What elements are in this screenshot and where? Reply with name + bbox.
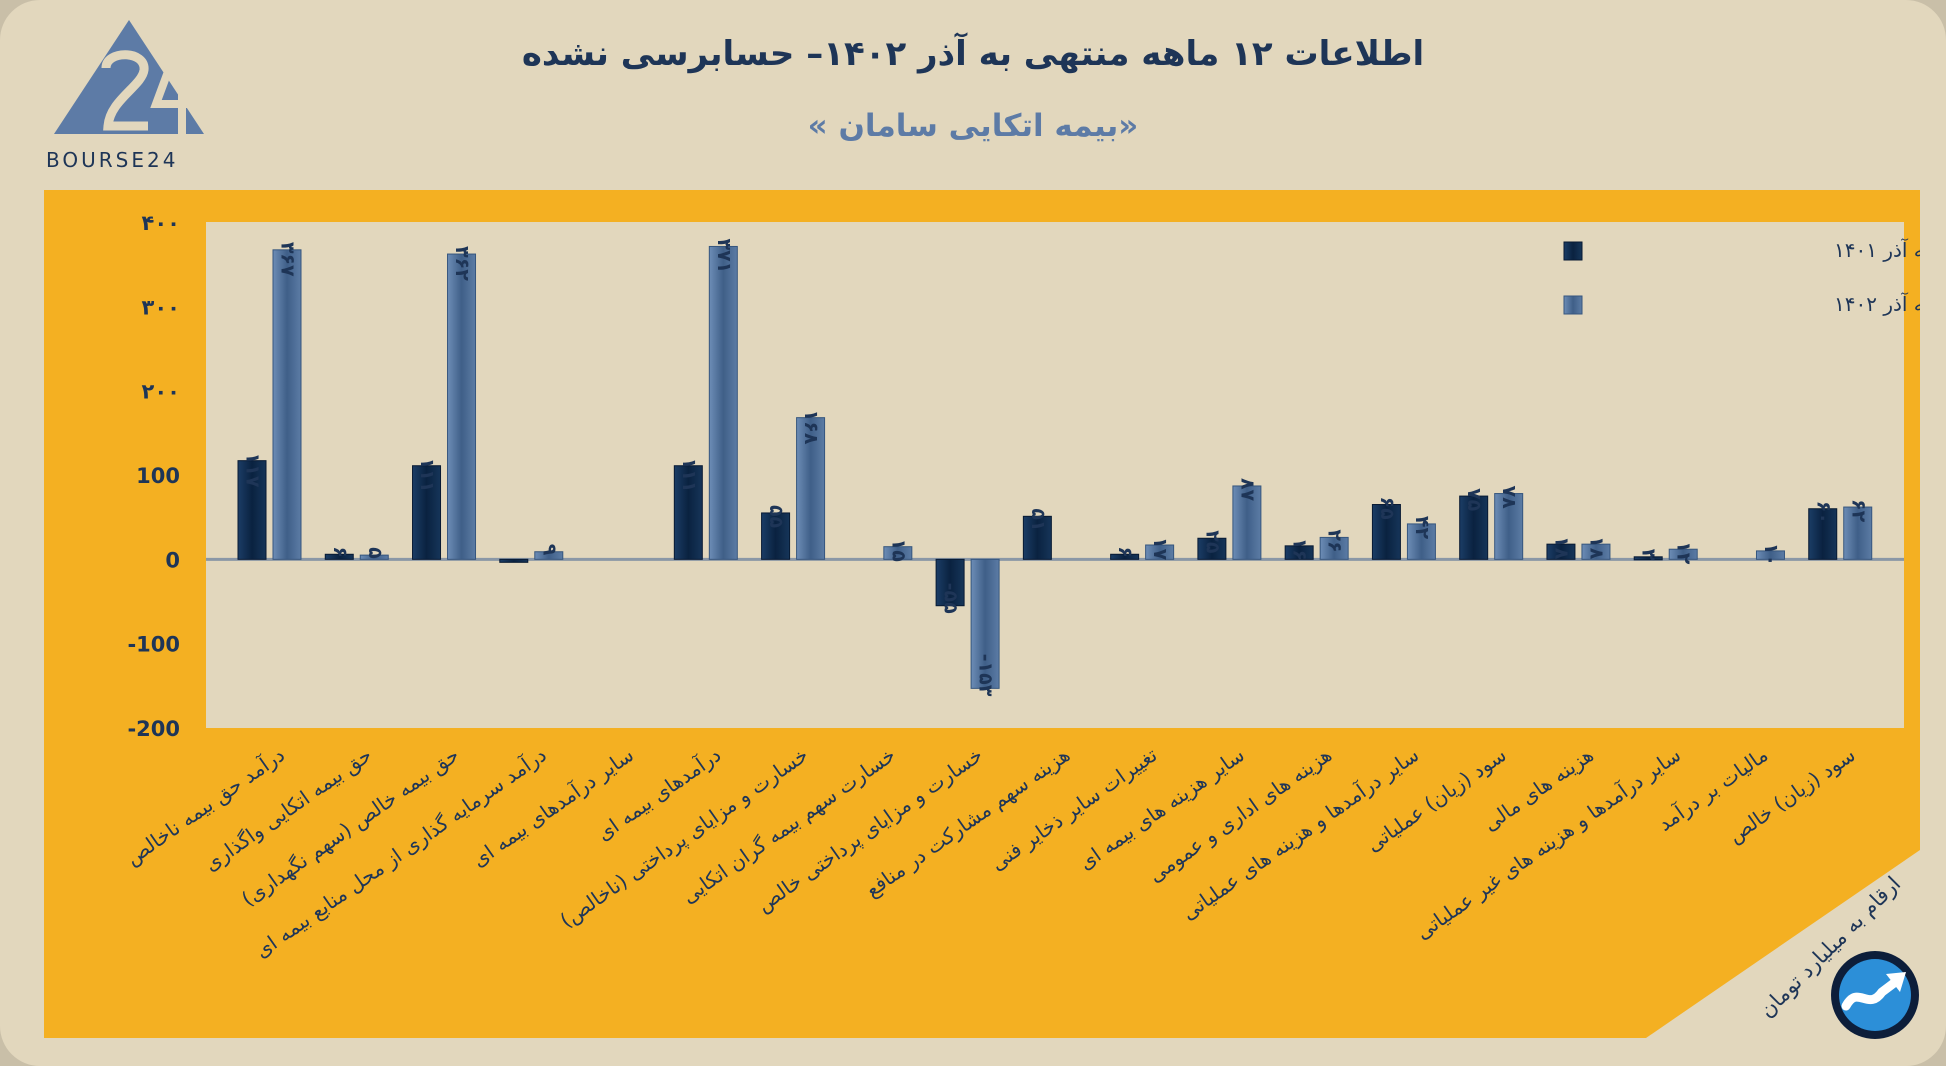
bar-value-label: ۳۶۲ (451, 246, 473, 281)
bar-1402 (272, 249, 302, 560)
bar-value-label: -۵۵ (940, 583, 962, 614)
bar-value-label: ۱۶۸ (800, 410, 822, 445)
bar-value-label: ۵ (364, 547, 386, 559)
chart-subtitle: «بیمه اتکایی سامان » (807, 108, 1139, 144)
bar-1402 (1406, 523, 1436, 560)
bourse24-logo (54, 20, 204, 138)
bar-value-label: ۱۱۷ (242, 453, 264, 488)
bar-1401 (1284, 545, 1314, 560)
bar-1402 (1319, 536, 1349, 560)
bar-value-label: ۲۵ (1201, 530, 1223, 554)
bar-1401 (673, 465, 703, 560)
bar-value-label: ۱۱۱ (678, 458, 700, 493)
bar-value-label: ۳۶۷ (277, 242, 299, 277)
bar-1402 (1843, 506, 1873, 560)
x-category-label: سایر درآمدهای بیمه ای (467, 742, 638, 872)
chart-title: اطلاعات ۱۲ ماهه منتهی به آذر ۱۴۰۲– حسابر… (521, 34, 1425, 74)
y-axis: ۴۰۰ ۳۰۰ ۲۰۰ 100 0 -100 -200 (127, 211, 1904, 741)
y-tick-label: 0 (165, 548, 180, 572)
bar-1402 (1668, 548, 1698, 560)
legend-swatch (1563, 295, 1583, 315)
legend-swatch (1563, 241, 1583, 261)
bar-1402 (447, 253, 477, 560)
bar-value-label: ۹ (538, 544, 560, 556)
y-tick-label: 100 (136, 464, 180, 488)
bar-1401 (761, 512, 791, 560)
legend-label: عملکرد منتهی به آذر ۱۴۰۲ (1834, 291, 1920, 316)
bar-1401 (324, 553, 354, 560)
brand-name: BOURSE24 (46, 148, 179, 172)
y-tick-label: ۴۰۰ (142, 211, 180, 235)
x-category-label: درآمد حق بیمه ناخالص (120, 742, 288, 870)
bar-value-label: ۶۰ (1812, 501, 1834, 524)
bar-1401 (412, 465, 442, 560)
bar-value-label: ۶ (329, 546, 351, 558)
bar-1401 (237, 460, 267, 560)
bar-1401 (1459, 495, 1489, 560)
bar-1401 (499, 558, 529, 563)
legend-label: عملکرد منتهی به آذر ۱۴۰۱ (1834, 237, 1920, 262)
bar-1402 (1755, 550, 1785, 560)
bar-value-label: ۱۲ (1673, 541, 1695, 565)
bar-1402 (708, 245, 738, 560)
bar-1402 (359, 554, 389, 560)
bar-value-label: ۱۶ (1289, 538, 1311, 561)
bar-value-label: ۳ (1638, 549, 1660, 561)
trend-arrow-icon (1831, 951, 1919, 1039)
bar-1402 (970, 558, 1000, 689)
bar-value-label: ۴۲ (1411, 516, 1433, 540)
bar-1402 (1145, 544, 1175, 560)
bar-1402 (1494, 493, 1524, 560)
bar-value-label: ۳۷۱ (713, 238, 735, 273)
y-tick-label: ۲۰۰ (142, 380, 180, 404)
bar-1402 (534, 551, 564, 560)
y-tick-label: -200 (127, 717, 180, 741)
y-tick-label: ۳۰۰ (142, 295, 180, 319)
bar-value-label: ۸۷ (1236, 478, 1258, 502)
bar-value-label: -۱۵۳ (975, 654, 997, 697)
bar-1401 (1371, 504, 1401, 560)
bar-value-label: ۷۵ (1463, 488, 1485, 512)
bar-value-label: ۶ (1114, 546, 1136, 558)
y-tick-label: -100 (127, 633, 180, 657)
bar-1401 (1197, 537, 1227, 560)
plot-area (206, 222, 1904, 728)
bars (237, 245, 1873, 689)
bar-value-label: ۱۸ (1550, 536, 1572, 560)
bar-1401 (1633, 556, 1663, 561)
bar-1402 (1232, 485, 1262, 560)
bar-1402 (1581, 543, 1611, 560)
bar-value-label: ۷۸ (1498, 486, 1520, 510)
bar-1401 (1110, 553, 1140, 560)
bar-1401 (935, 558, 965, 607)
bar-value-label: ۱۵ (887, 539, 909, 563)
bar-value-label: ۱۸ (1585, 536, 1607, 560)
bar-1401 (1022, 515, 1052, 560)
bar-1402 (883, 546, 913, 560)
bar-value-label: ۱۷ (1149, 537, 1171, 561)
bar-value-label: ۶۵ (1376, 497, 1398, 521)
bar-value-label: ۵۵ (765, 505, 787, 529)
bar-1401 (1808, 508, 1838, 560)
bar-value-label: ۱۱۱ (416, 458, 438, 493)
bar-1402 (796, 417, 826, 560)
bar-value-label: ۵۱ (1027, 508, 1049, 531)
legend: عملکرد منتهی به آذر ۱۴۰۱ عملکرد منتهی به … (1563, 237, 1920, 316)
bar-value-label: ۱۰ (1760, 543, 1782, 566)
bar-value-label: ۲۶ (1324, 529, 1346, 552)
bar-1401 (1546, 543, 1576, 560)
chart-panel: ۴۰۰ ۳۰۰ ۲۰۰ 100 0 -100 -200 ۱۱۷ ۳۶۷ ۶ ۵ ۱۱۱ ۳۶۲ ۹ ۱۱۱… (44, 190, 1920, 1038)
bar-value-label: ۶۲ (1847, 499, 1869, 523)
